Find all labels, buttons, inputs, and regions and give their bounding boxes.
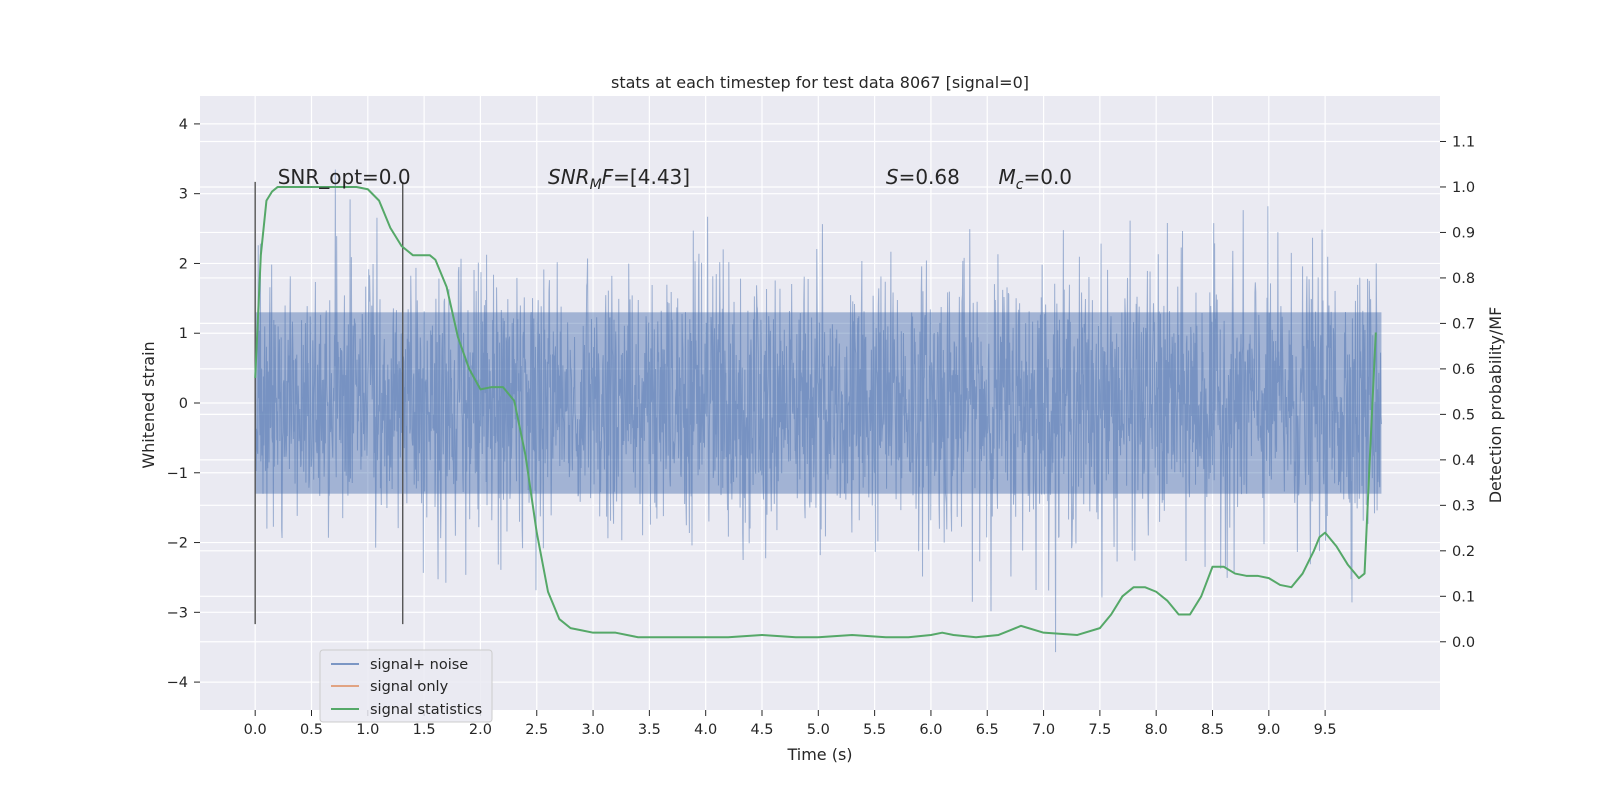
x-tick-label-2: 1.0 (356, 722, 379, 738)
signal-statistics-series (254, 185, 1377, 639)
y2-tick-label-8: 0.8 (1452, 271, 1475, 287)
y-tick-label-8: 4 (179, 117, 188, 133)
annotation-stat-s: S=0.68 (886, 165, 960, 189)
x-tick-label-8: 4.0 (694, 722, 717, 738)
x-axis-ticks: 0.0 0.5 1.0 1.5 2.0 2.5 3.0 3.5 4.0 4.5 5.0 5.5 6.0 6… (244, 710, 1337, 738)
y-tick-label-4: 0 (179, 396, 188, 412)
annotation-stat-mc: Mc=0.0 (999, 165, 1073, 193)
x-tick-label-1: 0.5 (300, 722, 323, 738)
legend-label-signal-plus-noise: signal+ noise (370, 657, 468, 673)
annotation-stat-s-value: =0.68 (899, 165, 960, 189)
y2-tick-label-1: 0.1 (1452, 589, 1475, 605)
y-tick-label-1: −3 (167, 605, 188, 621)
annotation-snr-mf-mid: F (602, 165, 614, 189)
y2-tick-label-9: 0.9 (1452, 225, 1475, 241)
annotation-snr-mf-value: =[4.43] (613, 165, 690, 189)
x-tick-label-3: 1.5 (413, 722, 436, 738)
y2-tick-label-11: 1.1 (1452, 134, 1475, 150)
x-axis-label: Time (s) (786, 745, 852, 764)
y2-tick-label-10: 1.0 (1452, 180, 1475, 196)
y2-tick-label-3: 0.3 (1452, 498, 1475, 514)
x-tick-label-0: 0.0 (244, 722, 267, 738)
vertical-markers (254, 181, 404, 625)
annotation-snr-mf-sub: M (590, 177, 602, 193)
annotation-snr-opt: SNR_opt=0.0 (278, 165, 411, 189)
y2-tick-label-0: 0.0 (1452, 635, 1475, 651)
x-tick-label-14: 7.0 (1032, 722, 1055, 738)
annotation-stat-mc-prefix: M (999, 165, 1016, 189)
y2-axis-ticks: 0.0 0.1 0.2 0.3 0.4 0.5 0.6 0.7 0.8 0.9 1.0 1.1 (1440, 134, 1475, 651)
annotation-snr-opt-text: SNR_opt=0.0 (278, 165, 411, 189)
legend-label-signal-only: signal only (370, 679, 449, 695)
y2-tick-label-6: 0.6 (1452, 362, 1475, 378)
y2-tick-label-7: 0.7 (1452, 316, 1475, 332)
x-tick-label-18: 9.0 (1257, 722, 1280, 738)
annotations: SNR_opt=0.0 SNRMF=[4.43] S=0.68 Mc=0.0 (278, 165, 1072, 193)
y-axis-label: Whitened strain (139, 341, 158, 468)
x-tick-label-10: 5.0 (807, 722, 830, 738)
x-tick-label-9: 4.5 (750, 722, 773, 738)
legend-label-signal-statistics: signal statistics (370, 702, 482, 718)
chart-title: stats at each timestep for test data 806… (611, 73, 1029, 92)
annotation-snr-mf: SNRMF=[4.43] (548, 165, 690, 193)
x-tick-label-17: 8.5 (1201, 722, 1224, 738)
x-tick-label-16: 8.0 (1145, 722, 1168, 738)
legend-box (319, 649, 493, 723)
y-tick-label-6: 2 (179, 256, 188, 272)
y-tick-label-2: −2 (167, 536, 188, 552)
y2-axis-label: Detection probability/MF (1486, 307, 1505, 504)
y-tick-label-0: −4 (167, 675, 188, 691)
x-tick-label-13: 6.5 (976, 722, 999, 738)
annotation-stat-mc-sub: c (1016, 177, 1024, 193)
x-tick-label-4: 2.0 (469, 722, 492, 738)
y-tick-label-3: −1 (167, 466, 188, 482)
y2-tick-label-5: 0.5 (1452, 407, 1475, 423)
x-tick-label-15: 7.5 (1088, 722, 1111, 738)
signal-plus-noise-series (254, 169, 1382, 653)
x-tick-label-19: 9.5 (1314, 722, 1337, 738)
noise-trace (254, 169, 1382, 653)
y-axis-ticks: −4 −3 −2 −1 0 1 2 3 4 (167, 117, 200, 691)
annotation-snr-mf-prefix: SNR (548, 165, 590, 189)
signal-statistics-line (254, 185, 1377, 639)
annotation-stat-mc-value: =0.0 (1023, 165, 1072, 189)
x-tick-label-12: 6.0 (919, 722, 942, 738)
legend: signal+ noise signal only signal statist… (319, 649, 493, 723)
x-tick-label-5: 2.5 (525, 722, 548, 738)
y-tick-label-7: 3 (179, 187, 188, 203)
noise-envelope (255, 312, 1382, 494)
y-tick-label-5: 1 (179, 326, 188, 342)
x-tick-label-7: 3.5 (638, 722, 661, 738)
annotation-stat-s-prefix: S (886, 165, 899, 189)
y2-tick-label-4: 0.4 (1452, 453, 1475, 469)
y2-tick-label-2: 0.2 (1452, 544, 1475, 560)
x-tick-label-6: 3.0 (582, 722, 605, 738)
x-tick-label-11: 5.5 (863, 722, 886, 738)
